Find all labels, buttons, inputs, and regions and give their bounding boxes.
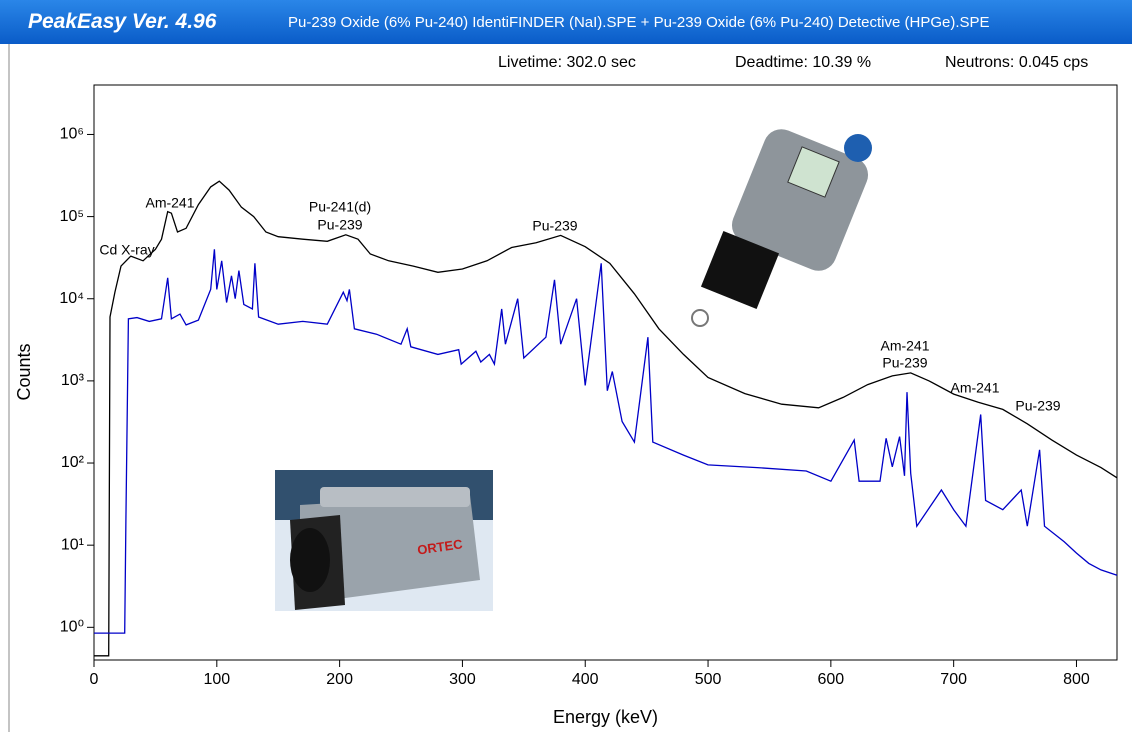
peak-annotation: Pu-239 xyxy=(532,218,577,234)
neutrons: Neutrons: 0.045 cps xyxy=(945,54,1089,71)
x-tick-label: 600 xyxy=(818,671,845,688)
x-tick-label: 700 xyxy=(940,671,967,688)
y-tick-label: 10⁰ xyxy=(60,619,84,636)
nai-photo xyxy=(691,129,872,327)
x-tick-label: 400 xyxy=(572,671,599,688)
peak-annotation: Pu-241(d) xyxy=(309,199,371,215)
svg-text:ORTEC: ORTEC xyxy=(416,536,464,557)
y-axis-label: Counts xyxy=(14,343,34,400)
hpge-photo: ORTEC xyxy=(275,470,493,611)
peak-annotation: Am-241 xyxy=(145,195,194,211)
y-tick-label: 10² xyxy=(61,454,85,471)
file-names: Pu-239 Oxide (6% Pu-240) IdentiFINDER (N… xyxy=(288,14,990,31)
spectrum-line xyxy=(94,249,1118,634)
title-bar: PeakEasy Ver. 4.96 Pu-239 Oxide (6% Pu-2… xyxy=(0,0,1132,44)
peak-annotation: Cd X-ray xyxy=(99,242,154,258)
x-axis-label: Energy (keV) xyxy=(553,707,658,727)
y-tick-label: 10³ xyxy=(61,372,85,389)
peak-annotation: Am-241 xyxy=(880,338,929,354)
peak-annotation: Am-241 xyxy=(950,380,999,396)
y-tick-label: 10⁵ xyxy=(60,208,84,225)
app-title: PeakEasy Ver. 4.96 xyxy=(28,10,217,33)
y-tick-label: 10⁴ xyxy=(59,290,84,307)
spectrum-line xyxy=(94,180,1118,657)
deadtime: Deadtime: 10.39 % xyxy=(735,54,872,71)
peak-annotation: Pu-239 xyxy=(882,355,927,371)
plot-frame xyxy=(93,84,1118,661)
x-tick-label: 0 xyxy=(90,671,99,688)
series-layer xyxy=(94,180,1118,657)
x-tick-label: 300 xyxy=(449,671,476,688)
x-tick-label: 500 xyxy=(695,671,722,688)
livetime: Livetime: 302.0 sec xyxy=(498,54,636,71)
x-tick-label: 200 xyxy=(326,671,353,688)
y-tick-label: 10¹ xyxy=(61,536,84,553)
peak-annotation: Pu-239 xyxy=(317,217,362,233)
peak-annotation: Pu-239 xyxy=(1015,398,1060,414)
x-tick-label: 800 xyxy=(1063,671,1090,688)
x-tick-label: 100 xyxy=(203,671,230,688)
y-tick-label: 10⁶ xyxy=(60,126,84,143)
